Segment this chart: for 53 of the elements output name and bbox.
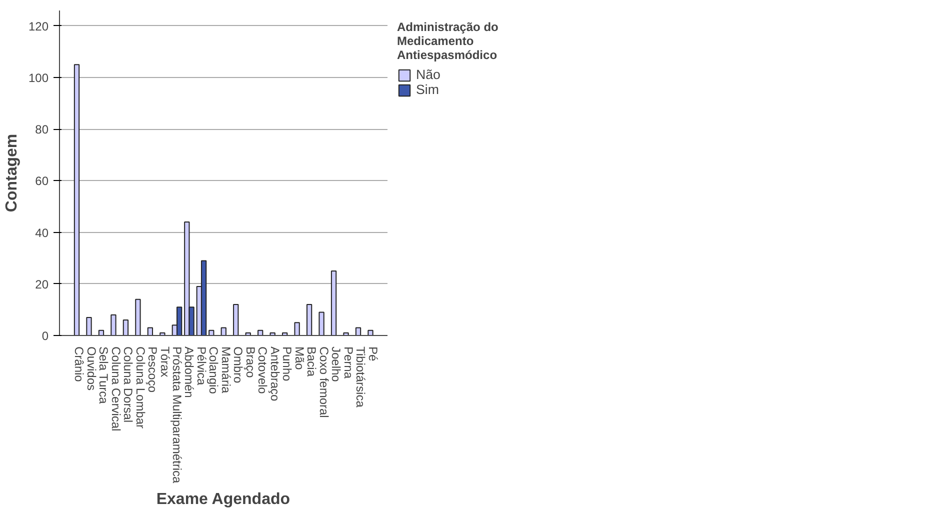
- x-tick-label: Mão: [292, 346, 306, 370]
- bar: [110, 314, 116, 336]
- legend-label: Sim: [416, 82, 439, 97]
- bar: [318, 312, 324, 336]
- y-tick-label: 80: [35, 122, 49, 137]
- bar: [147, 327, 154, 336]
- x-tick-label: Coxo femoral: [316, 346, 331, 418]
- bar: [74, 64, 80, 336]
- x-tick-label: Cotovelo: [256, 346, 270, 394]
- x-tick-label: Coluna Dorsal: [121, 346, 136, 423]
- y-axis-title: Contagem: [3, 134, 20, 212]
- x-tick-label: Ombro: [231, 346, 246, 384]
- x-tick-label: Punho: [280, 346, 294, 382]
- bar: [294, 322, 300, 336]
- x-tick-label: Tibiotársica: [354, 346, 368, 408]
- y-tick-label: 120: [28, 19, 49, 34]
- bar: [355, 327, 362, 336]
- x-tick-label: Mamária: [218, 346, 233, 394]
- legend-title: Administração do Medicamento Antiespasmódico: [397, 20, 498, 62]
- x-tick-label: Colangio: [206, 346, 221, 394]
- x-tick-label: Antebraço: [268, 346, 282, 402]
- x-axis-title: Exame Agendado: [156, 491, 290, 508]
- x-tick-label: Coluna Lombar: [133, 346, 148, 429]
- y-tick-label: 100: [28, 71, 49, 86]
- x-tick-label: Crânio: [72, 346, 86, 382]
- x-tick-label: Sela Turca: [96, 346, 111, 404]
- x-tick-label: Ouvidos: [84, 346, 98, 391]
- bar: [122, 320, 129, 336]
- bar: [306, 304, 312, 336]
- y-tick-label: 20: [35, 277, 49, 292]
- y-tick-label: 0: [42, 329, 49, 343]
- x-tick-label: Pescoço: [146, 346, 160, 393]
- bar: [330, 270, 337, 336]
- bar: [220, 327, 226, 336]
- x-tick-label: Bacia: [304, 346, 319, 377]
- x-tick-label: Joelho: [329, 346, 344, 382]
- bar: [86, 316, 92, 336]
- bar: [176, 306, 182, 336]
- x-tick-label: Pélvica: [194, 346, 208, 386]
- bar: [200, 260, 207, 336]
- y-tick-label: 60: [35, 174, 49, 188]
- bar: [368, 330, 374, 336]
- bar: [233, 304, 239, 336]
- x-tick-label: Pé: [366, 346, 380, 362]
- x-tick-label: Braço: [243, 346, 258, 378]
- legend-label: Não: [416, 67, 440, 82]
- x-tick-label: Perna: [341, 346, 356, 379]
- x-tick-label: Próstata Multiparamétrica: [170, 346, 184, 484]
- x-tick-label: Abdomén: [182, 346, 196, 398]
- x-tick-label: Tórax: [158, 346, 172, 378]
- bar: [135, 298, 141, 336]
- x-tick-label: Coluna Cervical: [108, 346, 123, 432]
- y-tick-label: 40: [35, 226, 49, 240]
